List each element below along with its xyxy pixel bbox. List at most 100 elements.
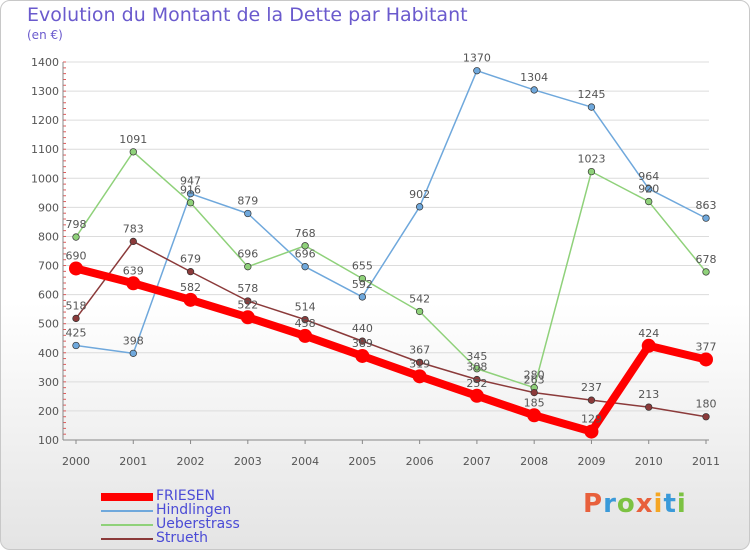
data-label: 345	[466, 350, 487, 363]
data-label: 308	[466, 361, 487, 374]
legend-swatch	[101, 493, 153, 501]
data-point	[358, 337, 367, 345]
y-tick-label: 1000	[31, 172, 59, 185]
data-label: 252	[466, 377, 487, 390]
x-tick-label: 2010	[635, 455, 663, 468]
data-point	[72, 341, 80, 350]
data-label: 696	[237, 248, 258, 261]
legend-item: Hindlingen	[101, 502, 321, 520]
legend-label: Hindlingen	[156, 502, 232, 518]
data-label: 424	[638, 327, 659, 340]
legend-item: Strueth	[101, 530, 321, 548]
data-point	[587, 103, 596, 111]
data-point	[641, 338, 656, 353]
data-point	[186, 199, 195, 207]
data-point	[702, 214, 710, 222]
data-label: 440	[352, 322, 373, 335]
x-tick-label: 2003	[234, 455, 262, 468]
y-tick-label: 1200	[31, 114, 59, 127]
data-point	[244, 263, 252, 271]
data-label: 425	[66, 327, 87, 340]
unit-note: (en €)	[27, 28, 63, 42]
data-point	[240, 310, 255, 325]
data-label: 185	[524, 396, 545, 409]
data-point	[72, 233, 80, 241]
data-label: 768	[295, 227, 316, 240]
data-point	[473, 375, 481, 384]
data-point	[186, 267, 195, 276]
chart-title: Evolution du Montant de la Dette par Hab…	[27, 4, 468, 26]
data-label: 690	[66, 249, 87, 262]
data-label: 582	[180, 281, 201, 294]
data-label: 1304	[520, 71, 548, 84]
data-label: 798	[66, 218, 87, 231]
y-tick-label: 400	[38, 347, 59, 360]
data-label: 902	[409, 188, 430, 201]
x-tick-label: 2007	[463, 455, 491, 468]
y-tick-label: 300	[38, 376, 59, 389]
data-point	[527, 408, 542, 423]
data-point	[298, 328, 313, 343]
data-point	[530, 86, 538, 94]
legend-swatch	[101, 510, 153, 512]
data-label: 1245	[577, 88, 605, 101]
data-label: 367	[409, 343, 430, 356]
x-tick-label: 2008	[520, 455, 548, 468]
legend-swatch	[101, 538, 153, 540]
data-point	[129, 349, 137, 358]
data-label: 1370	[463, 52, 491, 65]
data-point	[129, 148, 137, 156]
data-point	[469, 388, 484, 403]
data-label: 263	[524, 374, 545, 387]
data-point	[358, 293, 367, 301]
data-point	[702, 268, 710, 276]
series-line-strueth	[75, 240, 707, 418]
data-label: 129	[581, 413, 602, 426]
data-point	[301, 263, 309, 271]
x-tick-label: 2005	[348, 455, 376, 468]
y-tick-label: 100	[38, 434, 59, 447]
data-point	[69, 261, 83, 276]
data-label: 592	[352, 278, 373, 291]
series-line-friesen	[72, 264, 710, 436]
y-tick-label: 500	[38, 318, 59, 331]
legend-label: FRIESEN	[156, 488, 215, 504]
data-label: 947	[180, 175, 201, 188]
y-tick-label: 600	[38, 289, 59, 302]
data-label: 863	[696, 199, 717, 212]
data-point	[587, 167, 596, 176]
data-label: 879	[237, 194, 258, 207]
data-point	[699, 352, 713, 367]
data-label: 514	[295, 301, 316, 314]
legend-item: FRIESEN	[101, 488, 321, 506]
y-tick-label: 200	[38, 405, 59, 418]
legend-swatch	[101, 524, 153, 526]
x-tick-label: 2004	[291, 455, 319, 468]
x-tick-label: 2001	[119, 455, 147, 468]
y-tick-label: 1300	[31, 85, 59, 98]
data-label: 679	[180, 253, 201, 266]
data-point	[186, 190, 195, 198]
data-point	[415, 358, 424, 367]
data-point	[358, 274, 367, 283]
data-label: 783	[123, 222, 144, 235]
series-line-hindlingen	[75, 69, 707, 355]
data-label: 916	[180, 184, 201, 197]
data-point	[412, 369, 427, 384]
data-label: 237	[581, 381, 602, 394]
y-tick-label: 700	[38, 260, 59, 273]
data-label: 920	[638, 183, 659, 196]
legend-item: Ueberstrass	[101, 516, 321, 534]
data-label: 319	[409, 357, 430, 370]
y-tick-label: 1100	[31, 143, 59, 156]
data-point	[415, 307, 424, 316]
data-point	[126, 276, 141, 291]
legend-label: Strueth	[156, 530, 208, 546]
data-label: 578	[237, 282, 258, 295]
data-label: 280	[524, 369, 545, 382]
x-tick-label: 2009	[577, 455, 605, 468]
data-point	[129, 237, 137, 246]
legend-label: Ueberstrass	[156, 516, 240, 532]
data-point	[645, 197, 653, 206]
data-point	[301, 242, 309, 250]
